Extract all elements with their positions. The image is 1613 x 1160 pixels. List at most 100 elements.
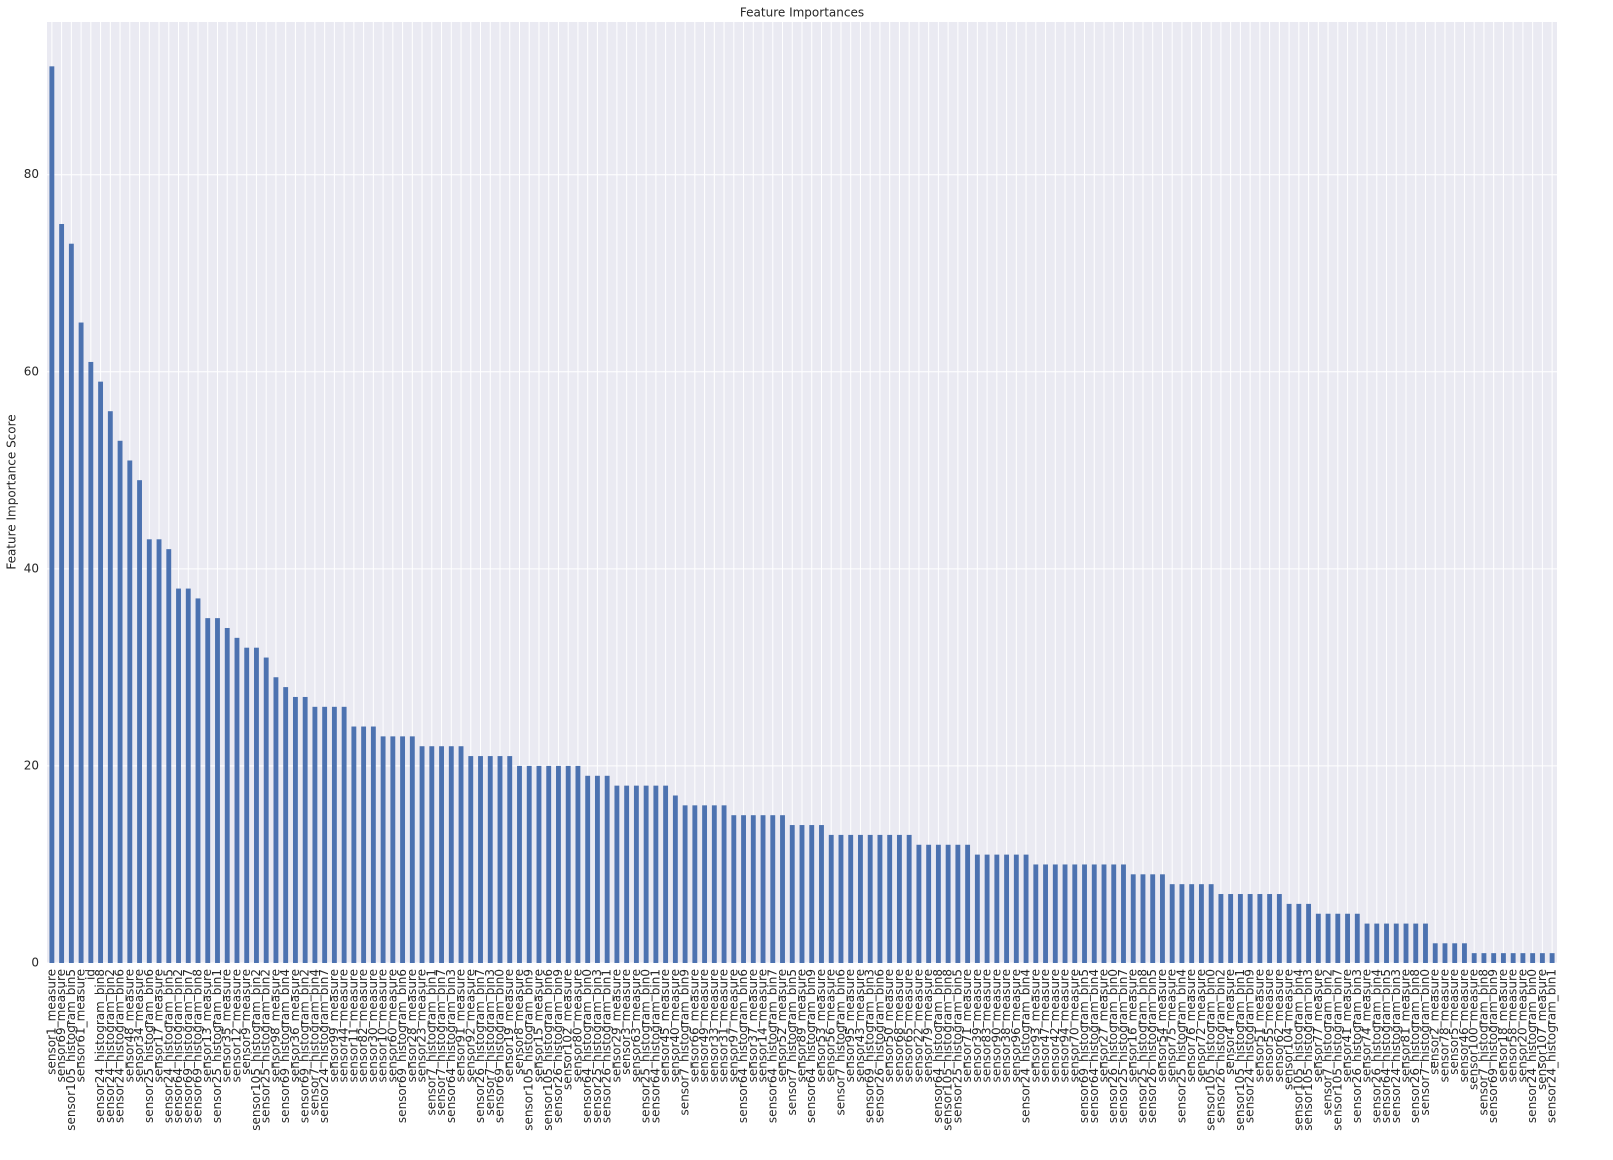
x-tick-label: sensor24_histogram_bin2 (103, 969, 117, 1123)
x-tick-label: sensor105_histogram_bin1 (1233, 969, 1247, 1131)
bar (468, 756, 474, 963)
bar (536, 765, 542, 963)
bar (1530, 953, 1536, 963)
bar (361, 726, 367, 963)
bar (380, 736, 386, 963)
bar (945, 844, 951, 963)
x-tick-label: sensor76_measure (1184, 969, 1198, 1082)
bar (205, 618, 211, 963)
bar (672, 795, 678, 963)
bar (916, 844, 922, 963)
bar (331, 706, 337, 963)
bar (302, 696, 308, 963)
bar (896, 834, 902, 963)
bar (107, 411, 113, 963)
bar (1004, 854, 1010, 963)
x-tick-label: sensor36_measure (288, 969, 302, 1082)
x-tick-label: sensor49_measure (697, 969, 711, 1082)
x-tick-label: sensor105_histogram_bin6 (541, 969, 555, 1131)
x-tick-label: sensor26_histogram_bin7 (473, 969, 487, 1123)
x-tick-label: sensor7_histogram_bin0 (1418, 969, 1432, 1115)
x-tick-label: sensor64_histogram_bin8 (931, 969, 945, 1123)
bar (88, 361, 94, 964)
bar (1325, 913, 1331, 963)
x-tick-label: sensor27_measure (1097, 969, 1111, 1082)
x-tick-label: sensor5_measure (1447, 969, 1461, 1075)
x-tick-label: sensor81_measure (1399, 969, 1413, 1082)
bar (429, 746, 435, 963)
x-tick-label: sensor40_measure (668, 969, 682, 1082)
bar (702, 805, 708, 963)
x-tick-label: sensor24_histogram_bin0 (1525, 969, 1539, 1123)
x-tick-label: sensor105_histogram_bin5 (64, 969, 78, 1131)
bar (409, 736, 415, 963)
x-tick-label: id (83, 969, 97, 980)
x-tick-label: sensor64_histogram_bin7 (765, 969, 779, 1123)
x-tick-label: sensor58_measure (1506, 969, 1520, 1082)
x-tick-label: sensor72_measure (1194, 969, 1208, 1082)
bar (1539, 953, 1545, 963)
bar (234, 637, 240, 963)
bar (1052, 864, 1058, 963)
bar (789, 825, 795, 963)
x-tick-label: sensor98_measure (268, 969, 282, 1082)
x-tick-label: sensor26_histogram_bin5 (1145, 969, 1159, 1123)
x-tick-label: sensor69_measure (54, 969, 68, 1082)
x-tick-label: sensor30_measure (366, 969, 380, 1082)
x-tick-label: sensor24_histogram_bin5 (161, 969, 175, 1123)
bar (643, 785, 649, 963)
x-tick-label: sensor83_measure (980, 969, 994, 1082)
x-tick-label: sensor26_histogram_bin8 (1408, 969, 1422, 1123)
x-tick-label: sensor9_measure (239, 969, 253, 1075)
x-tick-label: sensor7_histogram_bin1 (424, 969, 438, 1115)
x-tick-label: sensor25_histogram_bin8 (1135, 969, 1149, 1123)
bar (439, 746, 444, 963)
x-tick-label: sensor96_measure (1009, 969, 1023, 1082)
x-tick-label: sensor82_measure (356, 969, 370, 1082)
bar (1335, 913, 1341, 963)
bar (1062, 864, 1068, 963)
bar (1033, 864, 1039, 963)
x-tick-label: sensor52_measure (775, 969, 789, 1082)
bar (770, 815, 776, 963)
bar (741, 815, 746, 963)
x-tick-label: sensor71_measure (960, 969, 974, 1082)
x-tick-label: sensor29_measure (609, 969, 623, 1082)
bar (1296, 903, 1302, 963)
x-tick-label: sensor38_measure (999, 969, 1013, 1082)
x-tick-label: sensor92_measure (463, 969, 477, 1082)
bar (400, 736, 406, 963)
bar (176, 588, 181, 963)
x-tick-label: sensor42_measure (1048, 969, 1062, 1082)
x-tick-label: sensor7_histogram_bin3 (483, 969, 497, 1115)
bar (497, 756, 503, 963)
bar (263, 657, 269, 963)
bar (59, 223, 65, 964)
bar (663, 785, 669, 963)
bar (1345, 913, 1350, 963)
x-tick-label: sensor12_measure (229, 969, 243, 1082)
x-tick-label: sensor26_histogram_bin0 (1106, 969, 1120, 1123)
x-tick-label: sensor62_measure (1272, 969, 1286, 1082)
bar (526, 765, 532, 963)
bar (858, 834, 863, 963)
x-tick-label: sensor24_histogram_bin4 (1019, 969, 1033, 1123)
bar (1442, 943, 1448, 963)
x-tick-label: sensor26_histogram_bin6 (872, 969, 886, 1123)
bar (1111, 864, 1117, 963)
bar (1276, 894, 1282, 963)
bar (156, 539, 162, 963)
bar (1043, 864, 1048, 963)
bar (1374, 923, 1380, 963)
x-tick-label: sensor24_histogram_bin6 (113, 969, 127, 1123)
x-tick-label: sensor24_histogram_bin1 (1545, 969, 1559, 1123)
bar (517, 765, 522, 963)
bar (799, 825, 805, 963)
x-tick-label: sensor95_measure (843, 969, 857, 1082)
bar (848, 834, 854, 963)
bar (653, 785, 659, 963)
x-tick-label: sensor69_histogram_bin3 (863, 969, 877, 1123)
x-tick-label: sensor64_histogram_bin5 (1379, 969, 1393, 1123)
bar (507, 756, 513, 963)
bar (965, 844, 971, 963)
